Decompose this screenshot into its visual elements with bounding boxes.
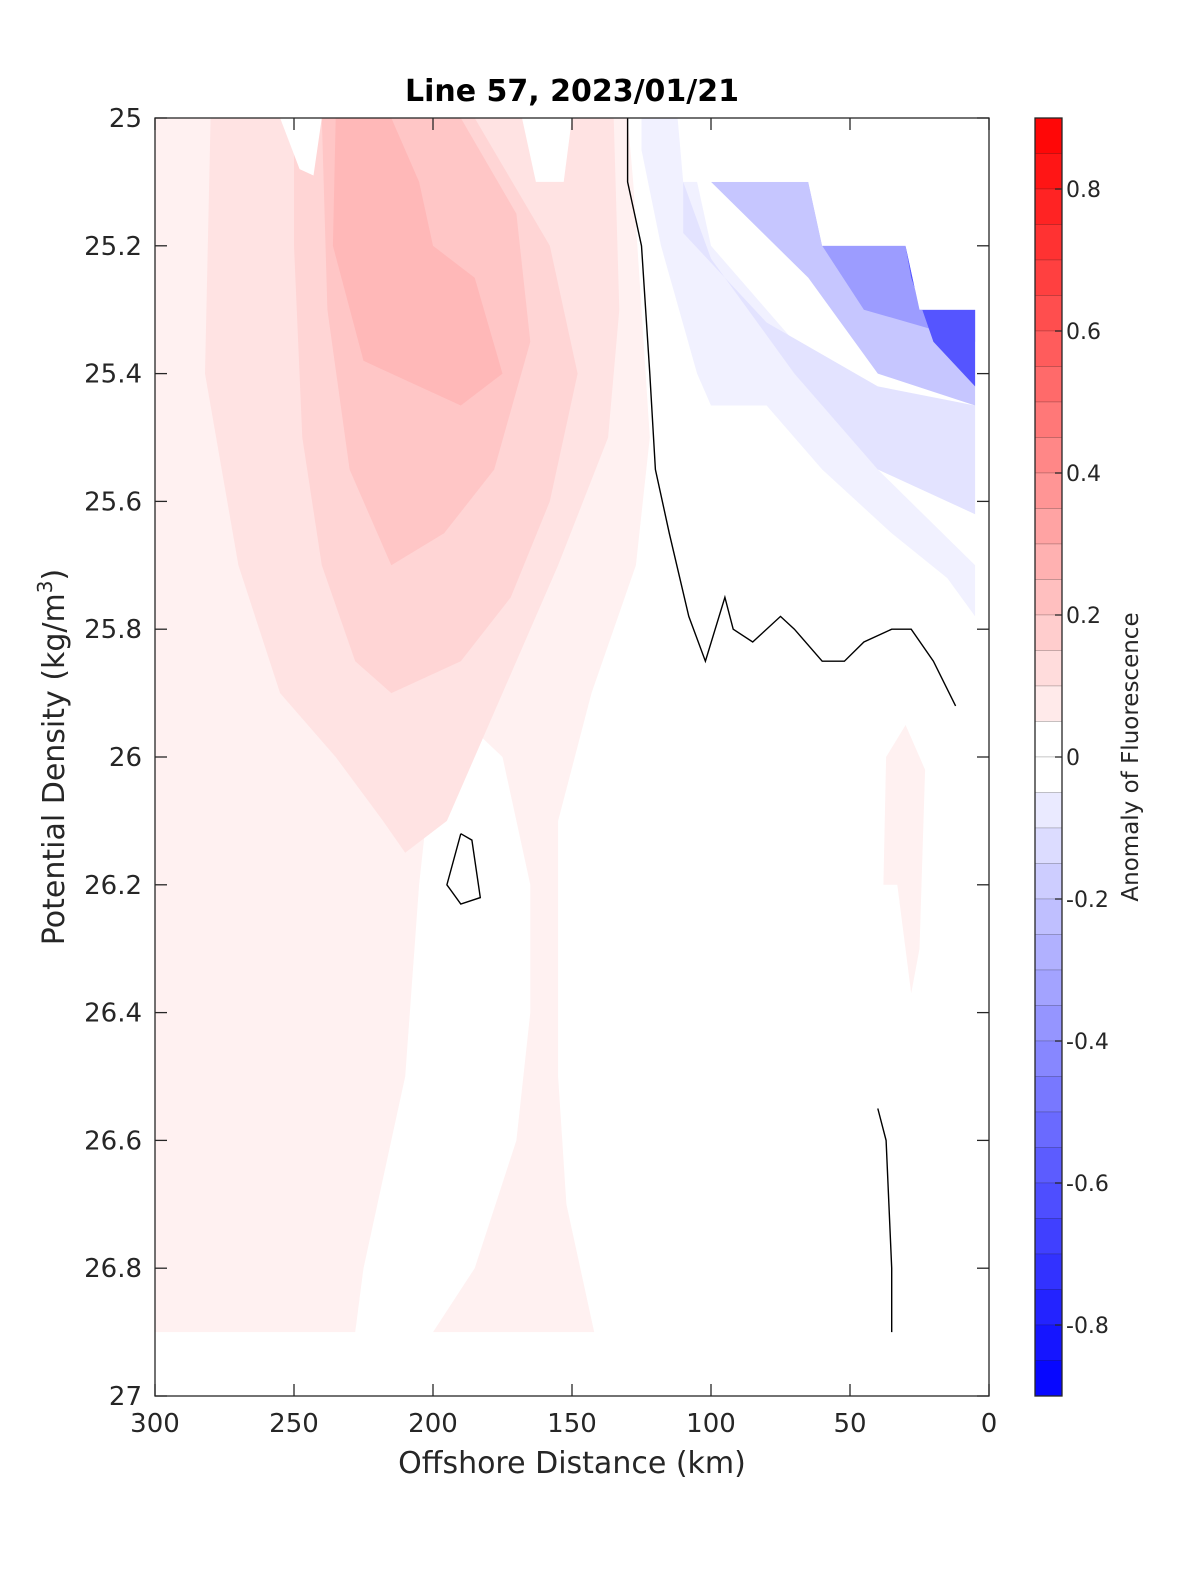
colorbar-block (1034, 1360, 1063, 1397)
colorbar-block (1034, 650, 1063, 687)
colorbar-block (1034, 756, 1063, 793)
y-tick-label: 25.6 (84, 487, 142, 517)
colorbar-tick-label: -0.2 (1066, 888, 1109, 913)
plot-area: 300 250 200 150 100 50 0 2525.225.425.625.8262… (84, 104, 997, 1439)
colorbar-block (1034, 1253, 1063, 1290)
x-axis-ticks: 300 250 200 150 100 50 0 (130, 118, 997, 1439)
colorbar-block (1034, 437, 1063, 474)
colorbar-tick-label: 0.4 (1066, 462, 1101, 487)
chart-title: Line 57, 2023/01/21 (405, 74, 739, 109)
colorbar-block (1034, 259, 1063, 296)
y-axis-label-close: ) (37, 569, 72, 581)
zero-contour-line-0 (626, 118, 957, 707)
colorbar-block (1034, 543, 1063, 580)
masked-region-layer (280, 118, 989, 310)
y-tick-label: 25.8 (84, 615, 142, 645)
colorbar-block (1034, 934, 1063, 971)
colorbar-block (1034, 295, 1063, 332)
colorbar-blocks (1034, 117, 1063, 1397)
x-tick-label: 300 (130, 1409, 180, 1439)
colorbar-tick-label: -0.8 (1066, 1314, 1109, 1339)
colorbar-block (1034, 792, 1063, 829)
colorbar-block (1034, 153, 1063, 190)
anomaly-fill-layer (155, 118, 976, 1333)
masked-notch-0 (280, 118, 322, 176)
x-tick-label: 100 (686, 1409, 736, 1439)
colorbar-block (1034, 614, 1063, 651)
colorbar-tick-label: 0 (1066, 746, 1080, 771)
x-tick-label: 0 (981, 1409, 998, 1439)
colorbar-block (1034, 1147, 1063, 1184)
y-tick-label: 26 (109, 743, 142, 773)
colorbar-block (1034, 1005, 1063, 1042)
colorbar-block (1034, 685, 1063, 722)
masked-notch-1 (522, 118, 572, 182)
colorbar-label: Anomaly of Fluorescence (1118, 612, 1144, 901)
x-tick-label: 150 (547, 1409, 597, 1439)
colorbar-block (1034, 472, 1063, 509)
colorbar-block (1034, 1111, 1063, 1148)
anomaly-region-1 (883, 725, 926, 994)
colorbar: 0.8 0.6 0.4 0.2 0 -0.2 -0.4 -0.6 -0.8 Anomaly of… (1034, 117, 1144, 1397)
y-axis-label: Potential Density (kg/m3) (33, 569, 72, 945)
anomaly-region-9 (808, 181, 976, 342)
colorbar-block (1034, 401, 1063, 438)
colorbar-block (1034, 721, 1063, 758)
colorbar-tick-label: 0.6 (1066, 320, 1101, 345)
anomaly-region-10 (905, 245, 976, 387)
y-tick-label: 25 (109, 104, 142, 134)
y-axis-label-superscript: 3 (33, 580, 57, 593)
y-tick-label: 26.4 (84, 999, 142, 1029)
y-tick-label: 25.2 (84, 232, 142, 262)
y-tick-label: 26.8 (84, 1254, 142, 1284)
masked-region-top-right (677, 118, 989, 310)
colorbar-block (1034, 1289, 1063, 1326)
x-tick-label: 200 (408, 1409, 458, 1439)
colorbar-block (1034, 863, 1063, 900)
x-tick-label: 250 (269, 1409, 319, 1439)
colorbar-block (1034, 330, 1063, 367)
y-axis-ticks: 25 25.2 25.4 25.6 25.8 26 26.2 26.4 26.6 26.8 27 (84, 104, 989, 1412)
colorbar-block (1034, 579, 1063, 616)
colorbar-tick-label: -0.6 (1066, 1172, 1109, 1197)
anomaly-region-8 (711, 181, 976, 406)
y-tick-label: 27 (109, 1382, 142, 1412)
colorbar-block (1034, 224, 1063, 261)
colorbar-ticks: 0.8 0.6 0.4 0.2 0 -0.2 -0.4 -0.6 -0.8 (1055, 178, 1109, 1339)
colorbar-block (1034, 827, 1063, 864)
colorbar-block (1034, 1182, 1063, 1219)
colorbar-block (1034, 1218, 1063, 1255)
x-axis-label: Offshore Distance (km) (398, 1446, 746, 1481)
colorbar-block (1034, 1076, 1063, 1113)
colorbar-tick-label: -0.4 (1066, 1030, 1109, 1055)
colorbar-block (1034, 117, 1063, 154)
anomaly-region-5 (332, 118, 503, 406)
colorbar-block (1034, 1040, 1063, 1077)
colorbar-block (1034, 898, 1063, 935)
y-tick-label: 26.6 (84, 1126, 142, 1156)
zero-contour-line-2 (877, 1108, 893, 1333)
x-tick-label: 50 (833, 1409, 866, 1439)
colorbar-block (1034, 969, 1063, 1006)
y-tick-label: 25.4 (84, 360, 142, 390)
colorbar-block (1034, 508, 1063, 545)
zero-contour-layer (446, 118, 957, 1333)
colorbar-tick-label: 0.2 (1066, 604, 1101, 629)
colorbar-block (1034, 188, 1063, 225)
anomaly-region-7 (683, 181, 976, 515)
colorbar-tick-label: 0.8 (1066, 178, 1101, 203)
y-axis-label-main: Potential Density (kg/m (37, 593, 72, 945)
colorbar-block (1034, 1324, 1063, 1361)
colorbar-block (1034, 366, 1063, 403)
y-tick-label: 26.2 (84, 871, 142, 901)
zero-contour-line-1 (446, 833, 482, 905)
